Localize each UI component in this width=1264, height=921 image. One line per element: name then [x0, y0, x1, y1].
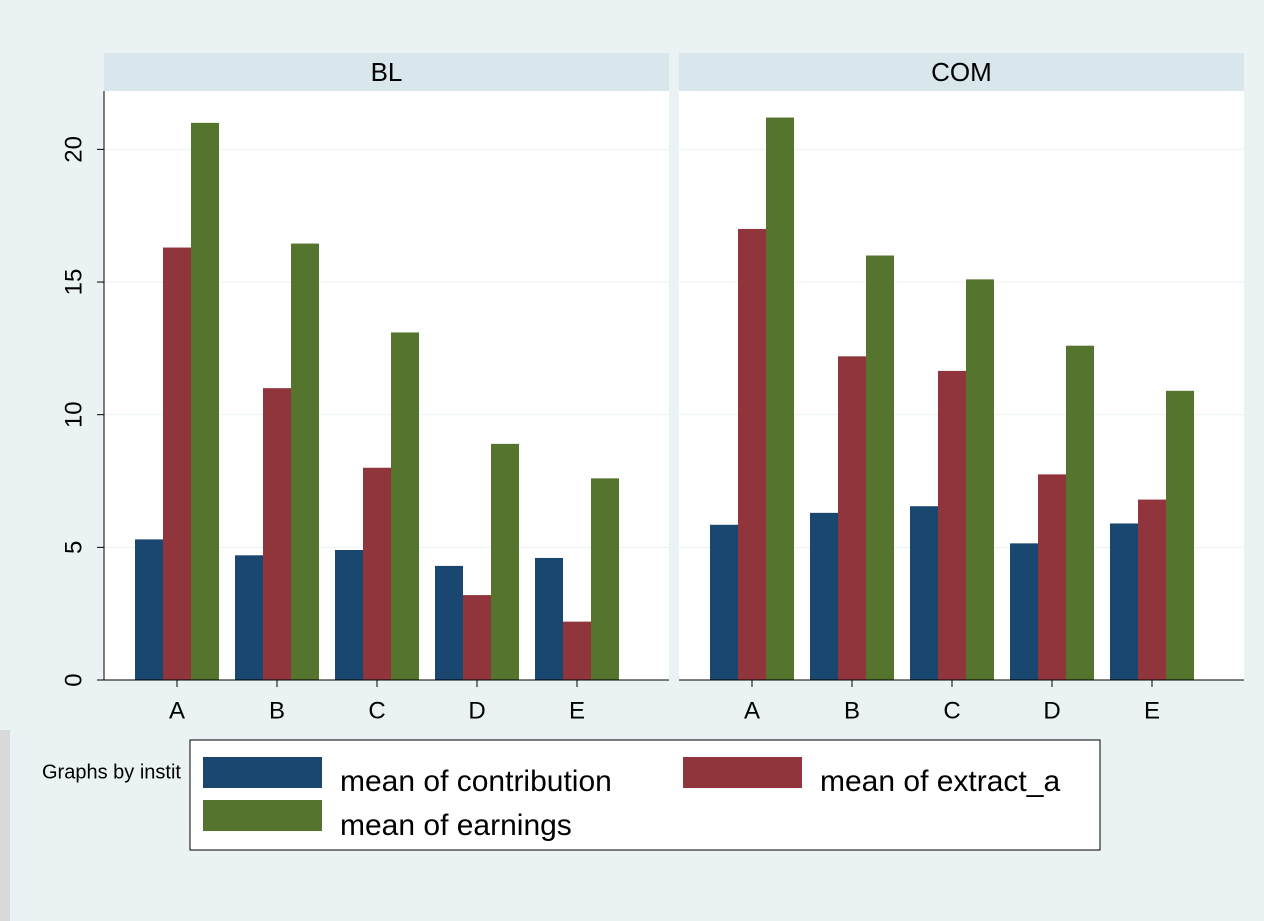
bar — [463, 595, 491, 680]
x-tick-label: E — [1144, 697, 1160, 724]
x-tick-label: B — [844, 697, 860, 724]
y-tick-label: 0 — [60, 673, 87, 686]
bar — [135, 539, 163, 680]
bar — [938, 370, 966, 680]
x-tick-label: B — [269, 697, 285, 724]
bar — [591, 478, 619, 680]
x-tick-label: A — [169, 697, 185, 724]
bar — [810, 512, 838, 680]
legend-label: mean of earnings — [340, 809, 572, 842]
bar — [838, 356, 866, 680]
bar — [766, 117, 794, 680]
bar — [363, 467, 391, 680]
legend-label: mean of contribution — [340, 765, 612, 798]
bar — [291, 243, 319, 680]
bar — [1138, 499, 1166, 680]
x-tick-label: C — [943, 697, 960, 724]
bar — [710, 524, 738, 680]
x-tick-label: C — [368, 697, 385, 724]
bar — [335, 549, 363, 680]
bar — [491, 443, 519, 680]
bar — [435, 565, 463, 680]
side-strip — [0, 730, 10, 921]
panel-title: BL — [371, 57, 403, 87]
bar — [966, 279, 994, 680]
bar — [1110, 523, 1138, 680]
y-tick-label: 15 — [60, 269, 87, 296]
bar — [1166, 390, 1194, 680]
bar — [163, 247, 191, 680]
bar — [535, 557, 563, 680]
bar — [391, 332, 419, 680]
x-tick-label: D — [1043, 697, 1060, 724]
x-tick-label: A — [744, 697, 760, 724]
legend-box — [189, 739, 1101, 851]
bar — [738, 228, 766, 680]
bar — [191, 122, 219, 681]
bar — [235, 555, 263, 680]
bar — [866, 255, 894, 681]
legend-swatch — [203, 800, 322, 831]
legend-label: mean of extract_a — [820, 765, 1060, 798]
note: Graphs by instit — [42, 761, 181, 783]
bar — [563, 621, 591, 680]
bar — [1038, 474, 1066, 680]
y-tick-label: 20 — [60, 136, 87, 163]
y-tick-label: 5 — [60, 541, 87, 554]
panel-header — [679, 53, 1244, 91]
y-tick-label: 10 — [60, 401, 87, 428]
x-tick-label: E — [569, 697, 585, 724]
bar — [1010, 543, 1038, 680]
legend-swatch — [683, 757, 802, 788]
bar — [1066, 345, 1094, 680]
bar — [910, 506, 938, 680]
legend-swatch — [203, 757, 322, 788]
panel-header — [104, 53, 669, 91]
panel-title: COM — [931, 57, 992, 87]
x-tick-label: D — [468, 697, 485, 724]
bar — [263, 388, 291, 680]
